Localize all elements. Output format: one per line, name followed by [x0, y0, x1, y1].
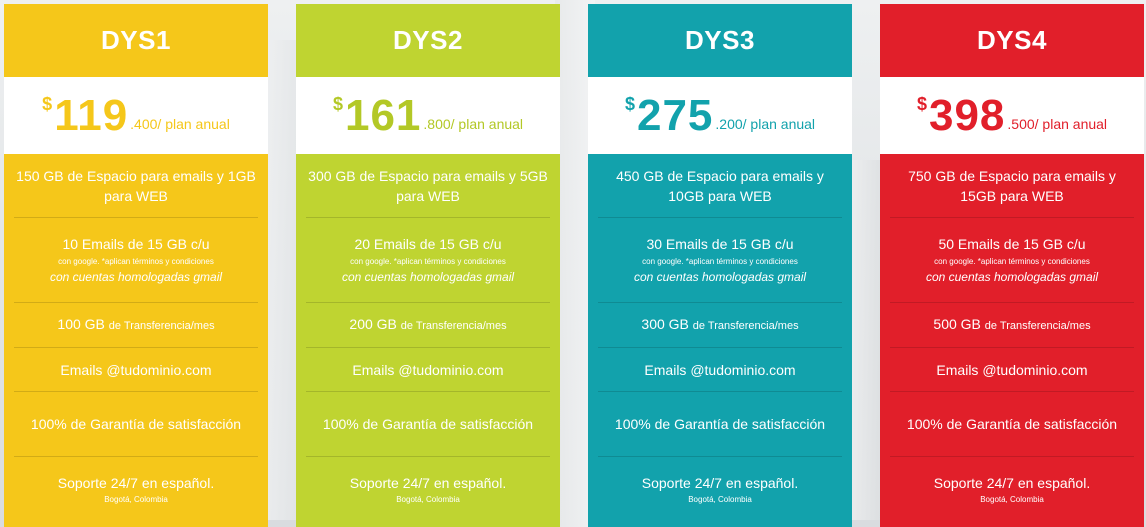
feature-transfer: 200 GB de Transferencia/mes — [306, 303, 550, 348]
emails-note: con google. *aplican términos y condicio… — [934, 257, 1090, 266]
emails-note: con google. *aplican términos y condicio… — [642, 257, 798, 266]
plan-card-dys4[interactable]: DYS4 $ 398 .500/ plan anual 750 GB de Es… — [880, 4, 1144, 527]
price-currency: $ — [916, 94, 927, 114]
feature-guarantee: 100% de Garantía de satisfacción — [890, 392, 1134, 457]
support-text: Soporte 24/7 en español. — [349, 474, 507, 491]
emails-gmail-note: con cuentas homologadas gmail — [49, 270, 223, 284]
plan-card-dys2[interactable]: DYS2 $ 161 .800/ plan anual 300 GB de Es… — [296, 4, 560, 527]
emails-note: con google. *aplican términos y condicio… — [58, 257, 214, 266]
plan-features: 150 GB de Espacio para emails y 1GB para… — [4, 154, 268, 522]
support-text: Soporte 24/7 en español. — [641, 474, 799, 491]
support-text: Soporte 24/7 en español. — [933, 474, 1091, 491]
feature-guarantee: 100% de Garantía de satisfacción — [14, 392, 258, 457]
feature-emails: 20 Emails de 15 GB c/u con google. *apli… — [306, 218, 550, 303]
price-period: .400/ plan anual — [130, 116, 230, 132]
plan-card-dys1[interactable]: DYS1 $ 119 .400/ plan anual 150 GB de Es… — [4, 4, 268, 527]
support-location: Bogotá, Colombia — [980, 494, 1044, 504]
price-currency: $ — [332, 94, 343, 114]
emails-gmail-note: con cuentas homologadas gmail — [925, 270, 1099, 284]
feature-support: Soporte 24/7 en español. Bogotá, Colombi… — [14, 457, 258, 522]
support-text: Soporte 24/7 en español. — [57, 474, 215, 491]
plan-name: DYS2 — [393, 25, 463, 55]
price-amount: 161 — [344, 90, 422, 140]
price-period: .200/ plan anual — [715, 116, 816, 132]
emails-count: 50 Emails de 15 GB c/u — [938, 236, 1086, 252]
plan-price: $ 275 .200/ plan anual — [588, 77, 852, 154]
plan-features: 300 GB de Espacio para emails y 5GB para… — [296, 154, 560, 522]
emails-gmail-note: con cuentas homologadas gmail — [633, 270, 807, 284]
transfer-amount: 500 GB — [933, 316, 981, 332]
plan-name: DYS1 — [101, 25, 171, 55]
emails-count: 30 Emails de 15 GB c/u — [646, 236, 794, 252]
transfer-label: de Transferencia/mes — [984, 320, 1091, 332]
feature-emails: 50 Emails de 15 GB c/u con google. *apli… — [890, 218, 1134, 303]
feature-storage: 300 GB de Espacio para emails y 5GB para… — [306, 154, 550, 218]
price-amount: 398 — [928, 90, 1006, 140]
transfer-label: de Transferencia/mes — [108, 320, 215, 332]
plan-card-dys3[interactable]: DYS3 $ 275 .200/ plan anual 450 GB de Es… — [588, 4, 852, 527]
feature-guarantee: 100% de Garantía de satisfacción — [598, 392, 842, 457]
price-amount: 119 — [54, 90, 129, 140]
emails-gmail-note: con cuentas homologadas gmail — [341, 270, 515, 284]
transfer-label: de Transferencia/mes — [400, 320, 507, 332]
feature-guarantee: 100% de Garantía de satisfacción — [306, 392, 550, 457]
feature-emails: 10 Emails de 15 GB c/u con google. *apli… — [14, 218, 258, 303]
support-location: Bogotá, Colombia — [104, 494, 168, 504]
plan-features: 450 GB de Espacio para emails y 10GB par… — [588, 154, 852, 522]
plan-name: DYS3 — [685, 25, 755, 55]
feature-support: Soporte 24/7 en español. Bogotá, Colombi… — [890, 457, 1134, 522]
feature-emails: 30 Emails de 15 GB c/u con google. *apli… — [598, 218, 842, 303]
price-period: .800/ plan anual — [423, 116, 524, 132]
price-currency: $ — [624, 94, 635, 114]
emails-count: 20 Emails de 15 GB c/u — [354, 236, 502, 252]
feature-domain: Emails @tudominio.com — [14, 348, 258, 392]
transfer-amount: 200 GB — [349, 316, 397, 332]
transfer-amount: 100 GB — [57, 316, 105, 332]
feature-domain: Emails @tudominio.com — [890, 348, 1134, 392]
feature-domain: Emails @tudominio.com — [598, 348, 842, 392]
plan-features: 750 GB de Espacio para emails y 15GB par… — [880, 154, 1144, 522]
transfer-label: de Transferencia/mes — [692, 320, 799, 332]
plan-price: $ 161 .800/ plan anual — [296, 77, 560, 154]
plan-price: $ 119 .400/ plan anual — [4, 77, 268, 154]
support-location: Bogotá, Colombia — [688, 494, 752, 504]
feature-storage: 450 GB de Espacio para emails y 10GB par… — [598, 154, 842, 218]
feature-storage: 150 GB de Espacio para emails y 1GB para… — [14, 154, 258, 218]
price-amount: 275 — [636, 90, 714, 140]
transfer-amount: 300 GB — [641, 316, 689, 332]
feature-domain: Emails @tudominio.com — [306, 348, 550, 392]
support-location: Bogotá, Colombia — [396, 494, 460, 504]
price-period: .500/ plan anual — [1007, 116, 1108, 132]
emails-count: 10 Emails de 15 GB c/u — [62, 236, 210, 252]
feature-support: Soporte 24/7 en español. Bogotá, Colombi… — [598, 457, 842, 522]
plan-price: $ 398 .500/ plan anual — [880, 77, 1144, 154]
feature-transfer: 500 GB de Transferencia/mes — [890, 303, 1134, 348]
plan-name: DYS4 — [977, 25, 1047, 55]
feature-transfer: 300 GB de Transferencia/mes — [598, 303, 842, 348]
price-currency: $ — [42, 94, 53, 114]
feature-transfer: 100 GB de Transferencia/mes — [14, 303, 258, 348]
feature-storage: 750 GB de Espacio para emails y 15GB par… — [890, 154, 1134, 218]
feature-support: Soporte 24/7 en español. Bogotá, Colombi… — [306, 457, 550, 522]
emails-note: con google. *aplican términos y condicio… — [350, 257, 506, 266]
